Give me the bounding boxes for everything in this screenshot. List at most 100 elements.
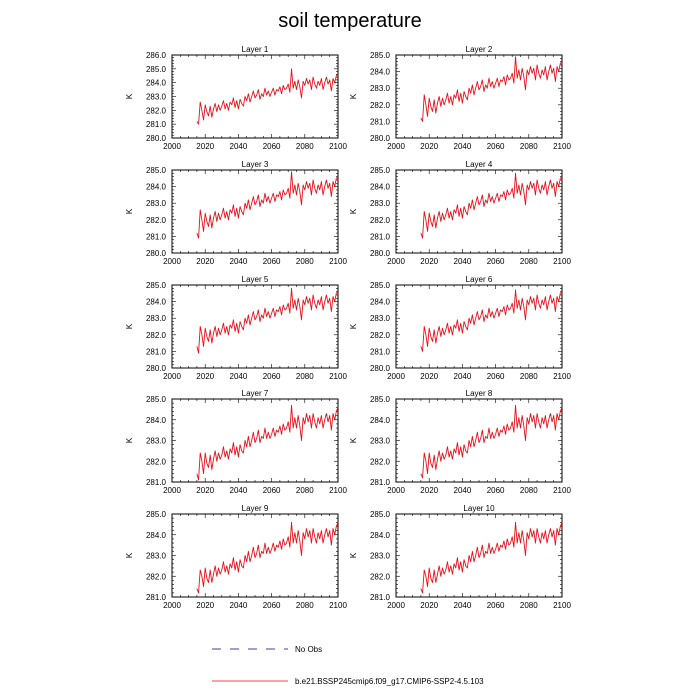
x-tick-label: 2060 bbox=[487, 372, 505, 381]
x-tick-label: 2080 bbox=[520, 486, 538, 495]
legend-model-label: b.e21.BSSP245cmip6.f09_g17.CMIP6-SSP2-4.… bbox=[295, 677, 484, 686]
y-tick-label: 283.0 bbox=[370, 199, 391, 208]
y-tick-label: 282.0 bbox=[370, 331, 391, 340]
x-tick-label: 2060 bbox=[487, 601, 505, 610]
panel-6: Layer 6 2000 2020 2040 2060 2080 2100 280.0 281.… bbox=[349, 275, 571, 381]
series-line bbox=[196, 68, 339, 125]
x-tick-label: 2060 bbox=[263, 257, 281, 266]
x-tick-label: 2000 bbox=[387, 601, 405, 610]
panel-title: Layer 1 bbox=[242, 45, 269, 54]
y-axis-label: K bbox=[125, 93, 134, 99]
x-tick-label: 2000 bbox=[163, 142, 181, 151]
panel-10: Layer 10 2000 2020 2040 2060 2080 2100 281.0 282… bbox=[349, 504, 571, 610]
y-tick-label: 282.0 bbox=[146, 572, 167, 581]
y-axis-label: K bbox=[349, 323, 358, 329]
y-tick-label: 283.0 bbox=[370, 437, 391, 446]
x-tick-label: 2020 bbox=[196, 257, 214, 266]
figure-title: soil temperature bbox=[278, 10, 421, 32]
x-tick-label: 2100 bbox=[553, 486, 571, 495]
x-tick-label: 2040 bbox=[454, 142, 472, 151]
y-tick-label: 283.0 bbox=[370, 84, 391, 93]
x-tick-label: 2020 bbox=[420, 372, 438, 381]
y-tick-label: 284.0 bbox=[370, 68, 391, 77]
x-tick-label: 2060 bbox=[263, 601, 281, 610]
x-tick-label: 2020 bbox=[196, 142, 214, 151]
x-tick-label: 2040 bbox=[454, 257, 472, 266]
x-tick-label: 2080 bbox=[520, 601, 538, 610]
y-tick-label: 282.0 bbox=[146, 106, 167, 115]
x-tick-label: 2020 bbox=[196, 486, 214, 495]
series-line bbox=[420, 404, 563, 479]
x-tick-label: 2060 bbox=[263, 486, 281, 495]
y-tick-label: 281.0 bbox=[370, 117, 391, 126]
panel-9: Layer 9 2000 2020 2040 2060 2080 2100 281.0 282.… bbox=[125, 504, 347, 610]
series-line bbox=[420, 172, 563, 239]
y-tick-label: 284.0 bbox=[370, 298, 391, 307]
series-line bbox=[420, 289, 563, 352]
panel-title: Layer 7 bbox=[242, 389, 269, 398]
y-axis-label: K bbox=[125, 552, 134, 558]
legend-obs-label: No Obs bbox=[295, 645, 322, 654]
y-tick-label: 284.0 bbox=[146, 298, 167, 307]
panel-3: Layer 3 2000 2020 2040 2060 2080 2100 280.0 281.… bbox=[125, 160, 347, 266]
y-tick-label: 283.0 bbox=[146, 199, 167, 208]
x-tick-label: 2040 bbox=[230, 372, 248, 381]
x-tick-label: 2060 bbox=[487, 486, 505, 495]
y-tick-label: 282.0 bbox=[146, 216, 167, 225]
x-tick-label: 2040 bbox=[454, 372, 472, 381]
y-axis-label: K bbox=[349, 437, 358, 443]
y-tick-label: 280.0 bbox=[370, 364, 391, 373]
y-axis-label: K bbox=[349, 93, 358, 99]
x-tick-label: 2100 bbox=[553, 601, 571, 610]
x-tick-label: 2080 bbox=[520, 142, 538, 151]
panel-4: Layer 4 2000 2020 2040 2060 2080 2100 280.0 281.… bbox=[349, 160, 571, 266]
x-tick-label: 2080 bbox=[520, 372, 538, 381]
y-tick-label: 285.0 bbox=[146, 510, 167, 519]
y-tick-label: 285.0 bbox=[370, 395, 391, 404]
panel-title: Layer 2 bbox=[466, 45, 493, 54]
y-tick-label: 281.0 bbox=[370, 347, 391, 356]
x-tick-label: 2040 bbox=[454, 601, 472, 610]
x-tick-label: 2020 bbox=[196, 372, 214, 381]
y-axis-label: K bbox=[125, 208, 134, 214]
x-tick-label: 2020 bbox=[196, 601, 214, 610]
y-tick-label: 282.0 bbox=[370, 216, 391, 225]
y-tick-label: 282.0 bbox=[146, 457, 167, 466]
series-line bbox=[196, 404, 339, 481]
y-tick-label: 282.0 bbox=[370, 101, 391, 110]
x-tick-label: 2100 bbox=[329, 601, 347, 610]
panel-7: Layer 7 2000 2020 2040 2060 2080 2100 281.0 282.… bbox=[125, 389, 347, 495]
y-tick-label: 284.0 bbox=[146, 183, 167, 192]
panel-title: Layer 4 bbox=[466, 160, 493, 169]
panel-2: Layer 2 2000 2020 2040 2060 2080 2100 280.0 281.… bbox=[349, 45, 571, 151]
x-tick-label: 2060 bbox=[487, 257, 505, 266]
y-tick-label: 282.0 bbox=[370, 572, 391, 581]
y-tick-label: 283.0 bbox=[370, 314, 391, 323]
x-tick-label: 2020 bbox=[420, 257, 438, 266]
y-tick-label: 281.0 bbox=[370, 593, 391, 602]
panels-grid: Layer 1 2000 2020 2040 2060 2080 2100 280.0 281.… bbox=[125, 45, 571, 610]
y-tick-label: 283.0 bbox=[370, 552, 391, 561]
series-line bbox=[196, 287, 339, 354]
panel-8: Layer 8 2000 2020 2040 2060 2080 2100 281.0 282.… bbox=[349, 389, 571, 495]
y-tick-label: 283.0 bbox=[146, 314, 167, 323]
series-line bbox=[196, 521, 339, 594]
y-tick-label: 284.0 bbox=[370, 416, 391, 425]
panel-title: Layer 5 bbox=[242, 275, 269, 284]
y-axis-label: K bbox=[125, 323, 134, 329]
x-tick-label: 2100 bbox=[553, 142, 571, 151]
x-tick-label: 2060 bbox=[487, 142, 505, 151]
series-line bbox=[196, 171, 339, 239]
y-tick-label: 283.0 bbox=[146, 437, 167, 446]
x-tick-label: 2000 bbox=[387, 257, 405, 266]
y-tick-label: 280.0 bbox=[370, 249, 391, 258]
panel-1: Layer 1 2000 2020 2040 2060 2080 2100 280.0 281.… bbox=[125, 45, 347, 151]
panel-title: Layer 6 bbox=[466, 275, 493, 284]
y-tick-label: 284.0 bbox=[146, 79, 167, 88]
x-tick-label: 2000 bbox=[163, 257, 181, 266]
x-tick-label: 2040 bbox=[230, 601, 248, 610]
x-tick-label: 2000 bbox=[163, 601, 181, 610]
x-tick-label: 2080 bbox=[296, 257, 314, 266]
y-tick-label: 285.0 bbox=[370, 510, 391, 519]
y-axis-label: K bbox=[349, 552, 358, 558]
